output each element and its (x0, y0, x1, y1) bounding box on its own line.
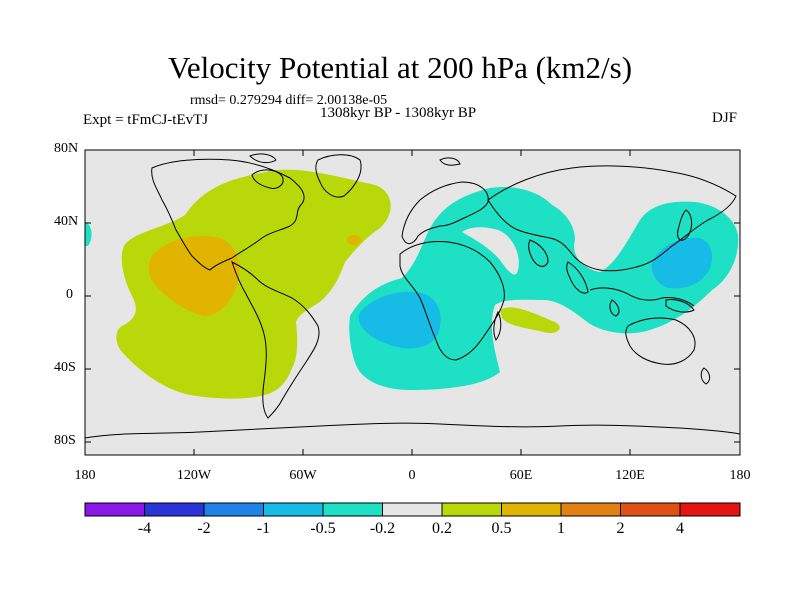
x-label-60w: 60W (289, 468, 317, 483)
x-label-120e: 120E (615, 468, 645, 483)
negative-anomaly-west-edge (85, 222, 92, 246)
y-ticks (85, 149, 740, 443)
positive-anomaly-spot (347, 235, 361, 245)
x-label-180w: 180 (74, 468, 96, 483)
colorbar-label: 1 (557, 520, 565, 537)
y-label-80s: 80S (54, 433, 76, 448)
x-label-60e: 60E (509, 468, 533, 483)
coastlines (84, 153, 741, 439)
colorbar-bin-1 (144, 502, 205, 517)
colorbar-label: -1 (256, 520, 271, 537)
x-label-0: 0 (408, 468, 416, 483)
colorbar-bin-6 (441, 502, 502, 517)
colorbar-label: 0.2 (432, 520, 452, 537)
colorbar (84, 502, 741, 517)
colorbar-bin-5 (382, 502, 443, 517)
colorbar-bin-0 (84, 502, 145, 517)
y-label-80n: 80N (54, 141, 79, 156)
colorbar-label: -0.2 (369, 520, 396, 537)
y-label-40s: 40S (54, 360, 76, 375)
colorbar-bin-4 (322, 502, 383, 517)
colorbar-bin-9 (620, 502, 681, 517)
colorbar-bin-7 (501, 502, 562, 517)
positive-anomaly-region (116, 169, 391, 399)
colorbar-label: 2 (616, 520, 625, 537)
positive-anomaly-core (148, 236, 240, 316)
season-label: DJF (712, 110, 738, 126)
experiment-label: Expt = tFmCJ-tEvTJ (83, 112, 209, 128)
x-ticks (84, 150, 741, 455)
colorbar-label: -2 (197, 520, 211, 537)
negative-anomaly-region (349, 186, 739, 390)
colorbar-label: 0.5 (491, 520, 512, 537)
y-label-40n: 40N (54, 214, 79, 229)
colorbar-bin-3 (263, 502, 324, 517)
rmsd-diff-stats: rmsd= 0.279294 diff= 2.00138e-05 (190, 93, 388, 108)
negative-anomaly-core-africa (358, 291, 441, 349)
y-label-0: 0 (66, 287, 73, 302)
colorbar-label: -0.5 (310, 520, 336, 537)
map-panel (84, 149, 741, 456)
colorbar-label: 4 (676, 520, 684, 537)
positive-anomaly-indian (500, 307, 560, 334)
x-label-120w: 120W (176, 468, 212, 483)
time-period: 1308kyr BP - 1308kyr BP (320, 105, 477, 121)
colorbar-label: -4 (137, 520, 152, 537)
x-label-180e: 180 (729, 468, 751, 483)
colorbar-bin-10 (679, 502, 741, 517)
colorbar-bin-2 (203, 502, 264, 517)
map-title: Velocity Potential at 200 hPa (km2/s) (167, 50, 633, 85)
colorbar-bin-8 (560, 502, 621, 517)
